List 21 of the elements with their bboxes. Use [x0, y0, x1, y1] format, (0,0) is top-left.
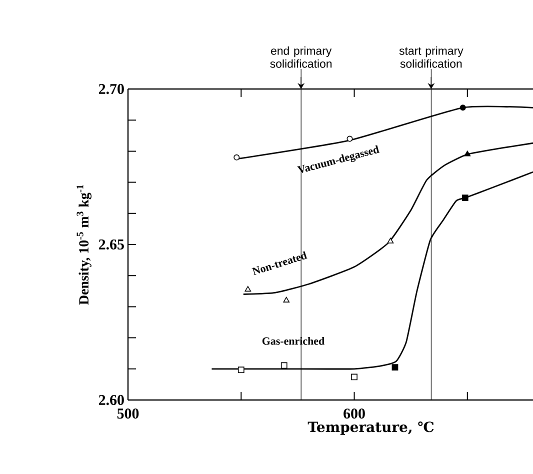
point	[238, 366, 244, 374]
point	[460, 104, 466, 111]
y-axis-title: Density, 10$^{-5}$ m$^{3}$ kg$^{-1}$	[76, 184, 92, 305]
point	[244, 286, 252, 292]
point	[392, 364, 398, 371]
y-tick-label: 2.65	[98, 239, 124, 250]
ref-line-label: start primary solidification	[399, 46, 464, 68]
x-axis-title: Temperature, ℃	[308, 422, 434, 435]
point	[234, 154, 240, 160]
point	[346, 136, 353, 142]
y-tick-label: 2.60	[98, 394, 124, 406]
point	[464, 150, 471, 156]
ref-line-label: end primary solidification	[270, 46, 332, 68]
point	[351, 374, 358, 380]
point	[387, 238, 394, 244]
point	[462, 194, 468, 202]
y-tick-label: 2.70	[98, 84, 124, 94]
point	[283, 296, 290, 302]
point	[280, 362, 288, 369]
x-tick-label: 600	[344, 408, 365, 419]
x-tick-label: 500	[117, 408, 139, 419]
